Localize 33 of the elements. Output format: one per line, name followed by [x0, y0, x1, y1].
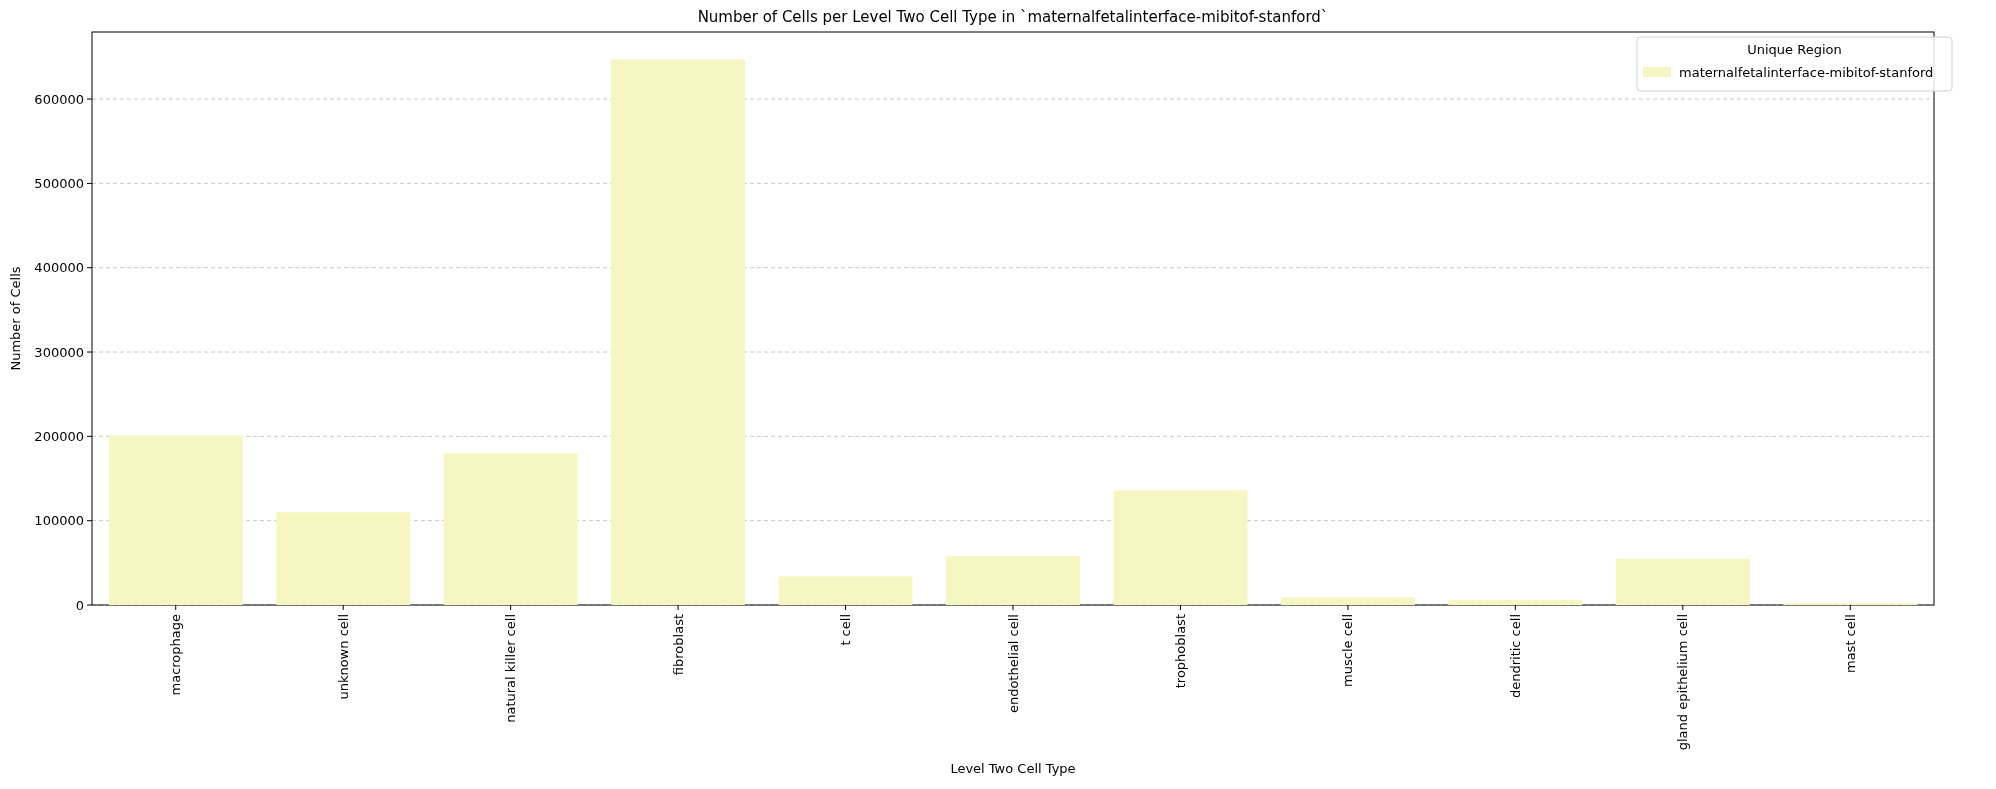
bar [946, 556, 1080, 605]
y-axis-title: Number of Cells [8, 266, 23, 371]
bar [443, 453, 578, 605]
y-tick-label: 400000 [34, 260, 84, 276]
y-tick-label: 100000 [34, 513, 84, 529]
bar [1448, 599, 1583, 605]
x-axis-title: Level Two Cell Type [950, 761, 1076, 776]
y-tick-label: 0 [75, 597, 84, 613]
x-tick-label: trophoblast [1173, 614, 1188, 689]
x-tick-label: dendritic cell [1507, 614, 1523, 699]
y-tick-label: 200000 [34, 428, 84, 444]
x-tick-label: gland epithelium cell [1675, 614, 1691, 751]
x-tick-label: mast cell [1842, 614, 1858, 674]
x-tick-label: natural killer cell [503, 614, 519, 723]
bar [108, 435, 243, 605]
bar [1280, 597, 1415, 605]
x-tick-label: macrophage [168, 614, 184, 696]
y-tick-label: 500000 [34, 175, 84, 191]
bar [1615, 558, 1750, 605]
y-tick-label: 300000 [34, 344, 84, 360]
bar [276, 512, 411, 605]
bar [1113, 490, 1248, 605]
x-tick-label: unknown cell [335, 614, 351, 700]
legend-label: maternalfetalinterface-mibitof-stanford [1679, 64, 1934, 80]
x-tick-label: endothelial cell [1005, 614, 1021, 714]
bar [611, 59, 746, 605]
x-tick-label: fibroblast [670, 614, 686, 676]
legend-title: Unique Region [1747, 42, 1842, 57]
chart-title: Number of Cells per Level Two Cell Type in `maternalfetalinterface-mibitof-stanford` [697, 8, 1329, 26]
bar [778, 576, 913, 605]
x-tick-label: t cell [838, 614, 854, 646]
y-tick-label: 600000 [34, 91, 84, 107]
x-tick-label: muscle cell [1340, 614, 1356, 687]
